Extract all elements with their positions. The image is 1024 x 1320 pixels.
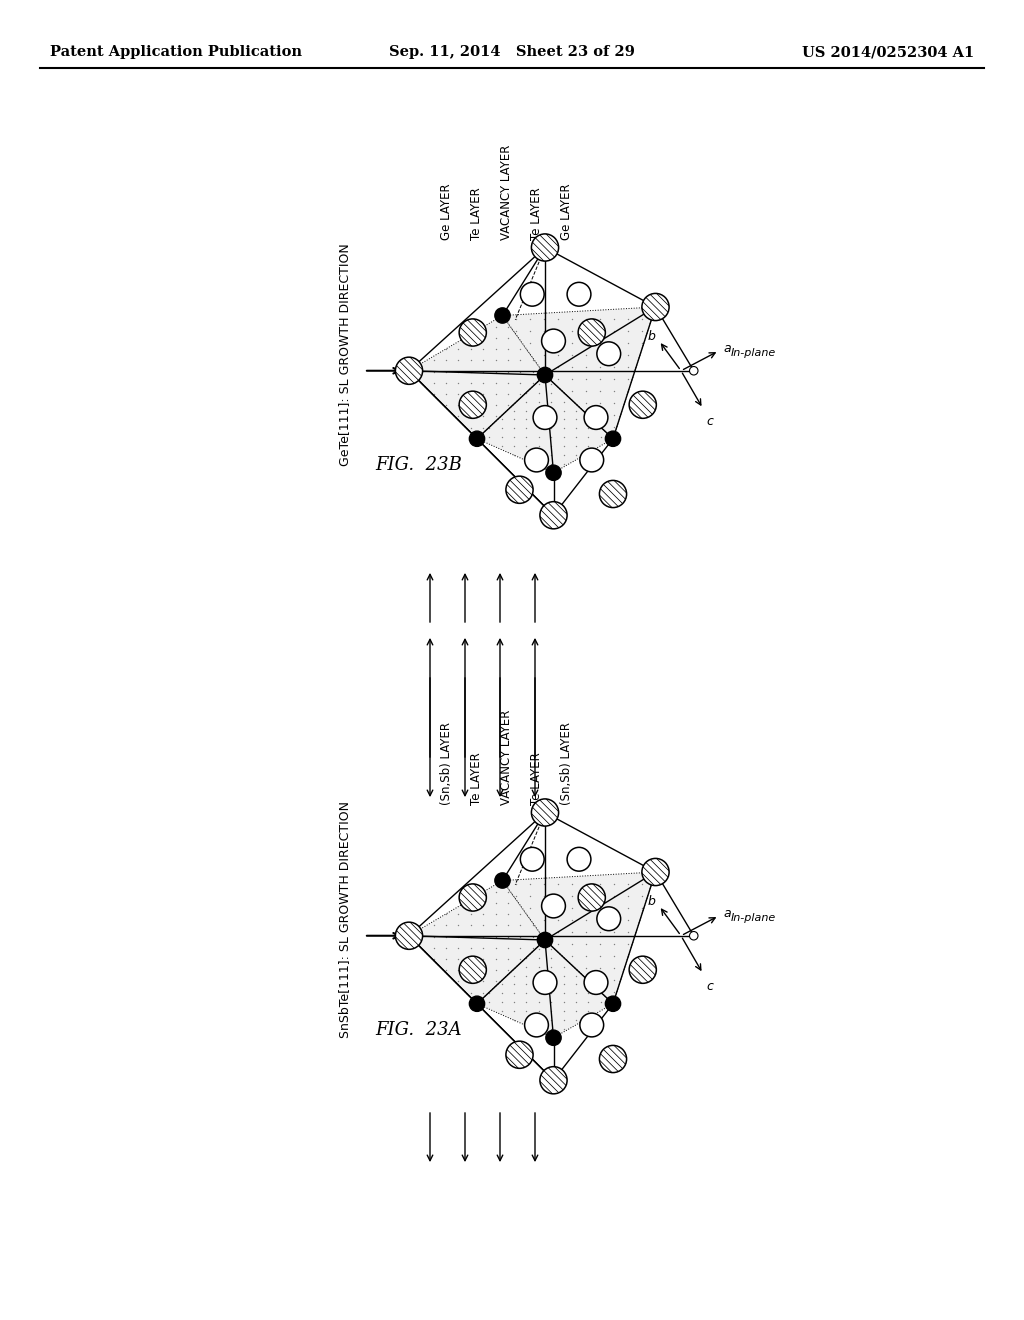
- Circle shape: [579, 319, 605, 346]
- Polygon shape: [503, 308, 655, 438]
- Circle shape: [567, 282, 591, 306]
- Circle shape: [469, 997, 484, 1011]
- Text: Sep. 11, 2014   Sheet 23 of 29: Sep. 11, 2014 Sheet 23 of 29: [389, 45, 635, 59]
- Circle shape: [538, 367, 553, 383]
- Circle shape: [459, 956, 486, 983]
- Polygon shape: [409, 315, 545, 438]
- Text: VACANCY LAYER: VACANCY LAYER: [500, 710, 513, 805]
- Circle shape: [642, 293, 669, 321]
- Text: b: b: [647, 895, 655, 908]
- Text: c: c: [706, 979, 713, 993]
- Polygon shape: [477, 940, 613, 1038]
- Circle shape: [642, 858, 669, 886]
- Circle shape: [629, 391, 656, 418]
- Circle shape: [597, 342, 621, 366]
- Text: US 2014/0252304 A1: US 2014/0252304 A1: [802, 45, 974, 59]
- Text: b: b: [647, 330, 655, 343]
- Circle shape: [524, 447, 549, 471]
- Text: FIG.  23A: FIG. 23A: [375, 1020, 462, 1039]
- Text: Ge LAYER: Ge LAYER: [560, 183, 573, 240]
- Text: SnSbTe[111]: SL GROWTH DIRECTION: SnSbTe[111]: SL GROWTH DIRECTION: [339, 801, 351, 1039]
- Circle shape: [605, 997, 621, 1011]
- Text: GeTe[111]: SL GROWTH DIRECTION: GeTe[111]: SL GROWTH DIRECTION: [339, 244, 351, 466]
- Polygon shape: [477, 375, 613, 473]
- Circle shape: [584, 970, 608, 994]
- Polygon shape: [503, 873, 655, 1003]
- Circle shape: [395, 923, 423, 949]
- Circle shape: [579, 884, 605, 911]
- Circle shape: [506, 477, 534, 503]
- Circle shape: [540, 502, 567, 529]
- Text: Te LAYER: Te LAYER: [530, 187, 543, 240]
- Circle shape: [524, 1014, 549, 1038]
- Circle shape: [542, 894, 565, 917]
- Circle shape: [540, 1067, 567, 1094]
- Circle shape: [629, 956, 656, 983]
- Circle shape: [459, 391, 486, 418]
- Circle shape: [542, 329, 565, 352]
- Text: Patent Application Publication: Patent Application Publication: [50, 45, 302, 59]
- Text: Te LAYER: Te LAYER: [530, 752, 543, 805]
- Circle shape: [469, 432, 484, 446]
- Text: FIG.  23B: FIG. 23B: [375, 455, 462, 474]
- Circle shape: [580, 447, 604, 471]
- Circle shape: [584, 405, 608, 429]
- Circle shape: [546, 1030, 561, 1045]
- Circle shape: [689, 367, 698, 375]
- Text: (Sn,Sb) LAYER: (Sn,Sb) LAYER: [440, 722, 453, 805]
- Circle shape: [538, 932, 553, 948]
- Circle shape: [506, 1041, 534, 1068]
- Text: Te LAYER: Te LAYER: [470, 187, 483, 240]
- Circle shape: [599, 480, 627, 508]
- Circle shape: [520, 847, 544, 871]
- Circle shape: [520, 282, 544, 306]
- Circle shape: [597, 907, 621, 931]
- Circle shape: [459, 319, 486, 346]
- Circle shape: [689, 932, 698, 940]
- Text: c: c: [706, 414, 713, 428]
- Polygon shape: [409, 880, 545, 1003]
- Circle shape: [605, 432, 621, 446]
- Circle shape: [567, 847, 591, 871]
- Circle shape: [459, 884, 486, 911]
- Text: Ge LAYER: Ge LAYER: [440, 183, 453, 240]
- Circle shape: [531, 799, 559, 826]
- Circle shape: [495, 308, 510, 323]
- Text: In-plane: In-plane: [731, 347, 776, 358]
- Circle shape: [395, 358, 423, 384]
- Text: a: a: [723, 907, 731, 920]
- Circle shape: [495, 873, 510, 888]
- Circle shape: [531, 234, 559, 261]
- Circle shape: [534, 970, 557, 994]
- Circle shape: [580, 1014, 604, 1038]
- Circle shape: [546, 465, 561, 480]
- Text: (Sn,Sb) LAYER: (Sn,Sb) LAYER: [560, 722, 573, 805]
- Text: VACANCY LAYER: VACANCY LAYER: [500, 145, 513, 240]
- Circle shape: [534, 405, 557, 429]
- Text: Te LAYER: Te LAYER: [470, 752, 483, 805]
- Circle shape: [599, 1045, 627, 1073]
- Text: In-plane: In-plane: [731, 912, 776, 923]
- Text: a: a: [723, 342, 731, 355]
